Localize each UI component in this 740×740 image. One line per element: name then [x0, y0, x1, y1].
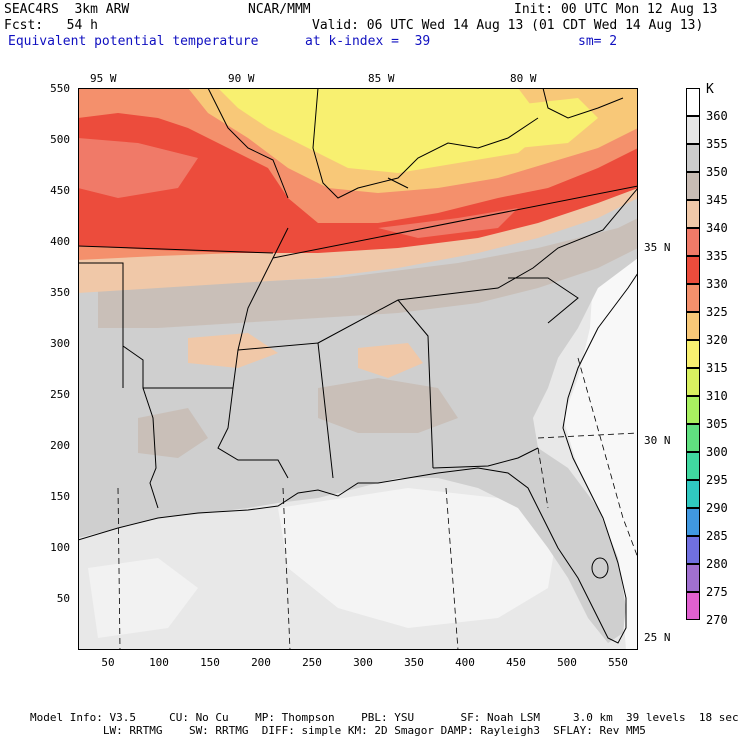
footer-line-1: Model Info: V3.5 CU: No Cu MP: Thompson …: [30, 711, 739, 724]
colorbar-swatch: [686, 340, 700, 368]
y-tick-label: 250: [50, 388, 70, 401]
colorbar-swatch: [686, 396, 700, 424]
y-tick-label: 100: [50, 541, 70, 554]
y-tick-label: 500: [50, 133, 70, 146]
colorbar-swatch: [686, 284, 700, 312]
colorbar-swatch: [686, 480, 700, 508]
x-tick-label: 250: [302, 656, 322, 669]
colorbar-swatch: [686, 508, 700, 536]
y-tick-label: 400: [50, 235, 70, 248]
forecast-hour: Fcst: 54 h: [4, 18, 98, 33]
colorbar-swatch: [686, 172, 700, 200]
lon-label-90w: 90 W: [228, 72, 255, 85]
x-tick-label: 400: [455, 656, 475, 669]
colorbar-swatch: [686, 564, 700, 592]
colorbar-label: 275: [706, 585, 728, 599]
model-name: SEAC4RS 3km ARW: [4, 2, 130, 17]
colorbar-label: 340: [706, 221, 728, 235]
colorbar-swatch: [686, 536, 700, 564]
colorbar-label: 320: [706, 333, 728, 347]
x-tick-label: 350: [404, 656, 424, 669]
colorbar-label: 305: [706, 417, 728, 431]
colorbar-label: 335: [706, 249, 728, 263]
field-name: Equivalent potential temperature: [8, 34, 259, 49]
colorbar-label: 285: [706, 529, 728, 543]
lon-label-95w: 95 W: [90, 72, 117, 85]
colorbar-label: 300: [706, 445, 728, 459]
y-tick-label: 200: [50, 439, 70, 452]
vertical-level: at k-index = 39: [305, 34, 431, 49]
theta-e-map: [78, 88, 638, 650]
y-tick-label: 550: [50, 82, 70, 95]
valid-time: Valid: 06 UTC Wed 14 Aug 13 (01 CDT Wed …: [312, 18, 704, 33]
x-tick-label: 550: [608, 656, 628, 669]
colorbar-swatch: [686, 312, 700, 340]
colorbar-swatch: [686, 256, 700, 284]
colorbar-label: 330: [706, 277, 728, 291]
y-tick-label: 150: [50, 490, 70, 503]
colorbar-label: 270: [706, 613, 728, 627]
colorbar-swatch: [686, 592, 700, 620]
lat-label-35n: 35 N: [644, 241, 671, 254]
colorbar-swatch: [686, 116, 700, 144]
colorbar-swatch: [686, 424, 700, 452]
x-tick-label: 500: [557, 656, 577, 669]
lon-label-80w: 80 W: [510, 72, 537, 85]
colorbar-label: 290: [706, 501, 728, 515]
y-tick-label: 50: [56, 592, 70, 605]
lat-label-30n: 30 N: [644, 434, 671, 447]
x-tick-label: 50: [101, 656, 115, 669]
colorbar-swatch: [686, 88, 700, 116]
y-tick-label: 300: [50, 337, 70, 350]
colorbar-label: 315: [706, 361, 728, 375]
colorbar-label: 295: [706, 473, 728, 487]
y-tick-label: 450: [50, 184, 70, 197]
colorbar-swatch: [686, 452, 700, 480]
colorbar-label: 325: [706, 305, 728, 319]
colorbar-unit: K: [706, 82, 714, 97]
colorbar-swatch: [686, 144, 700, 172]
colorbar-label: 350: [706, 165, 728, 179]
colorbar-label: 345: [706, 193, 728, 207]
y-tick-label: 350: [50, 286, 70, 299]
colorbar-label: 355: [706, 137, 728, 151]
footer-line-2: LW: RRTMG SW: RRTMG DIFF: simple KM: 2D …: [30, 724, 646, 737]
colorbar-label: 280: [706, 557, 728, 571]
lat-label-25n: 25 N: [644, 631, 671, 644]
colorbar-swatch: [686, 200, 700, 228]
x-tick-label: 450: [506, 656, 526, 669]
x-tick-label: 100: [149, 656, 169, 669]
smoothing: sm= 2: [578, 34, 618, 49]
lon-label-85w: 85 W: [368, 72, 395, 85]
colorbar-label: 310: [706, 389, 728, 403]
x-tick-label: 300: [353, 656, 373, 669]
init-time: Init: 00 UTC Mon 12 Aug 13: [514, 2, 718, 17]
x-tick-label: 200: [251, 656, 271, 669]
organization: NCAR/MMM: [248, 2, 311, 17]
colorbar-label: 360: [706, 109, 728, 123]
colorbar-swatch: [686, 368, 700, 396]
colorbar-swatch: [686, 228, 700, 256]
x-tick-label: 150: [200, 656, 220, 669]
